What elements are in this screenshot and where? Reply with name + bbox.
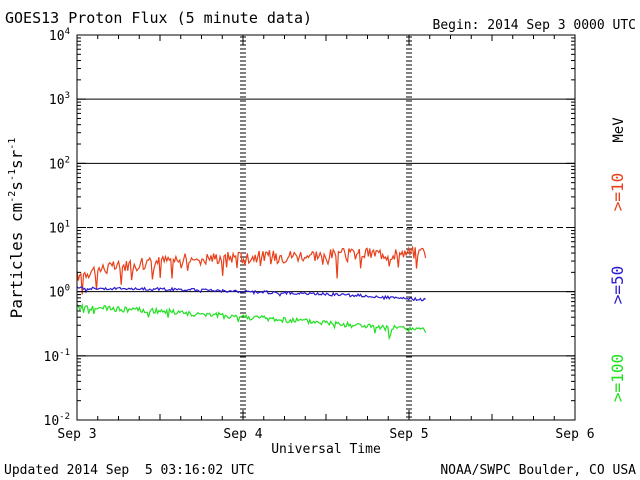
y-tick-label-2: 102 bbox=[49, 155, 70, 172]
y-label-exp-2: -1 bbox=[7, 169, 18, 181]
x-axis-label: Universal Time bbox=[271, 442, 381, 457]
footer-updated: Updated 2014 Sep 5 03:16:02 UTC bbox=[4, 463, 254, 478]
series-group bbox=[76, 245, 427, 341]
energy-unit-label: MeV bbox=[611, 117, 627, 143]
y-label-main: Particles cm bbox=[7, 203, 26, 319]
x-tick-label-3: Sep 6 bbox=[555, 427, 594, 442]
x-axis-ticks: Sep 3 Sep 4 Sep 5 Sep 6 bbox=[57, 35, 595, 442]
y-tick-label-0: 104 bbox=[49, 27, 70, 44]
series-line-1 bbox=[76, 286, 426, 302]
begin-label: Begin: 2014 Sep 3 0000 UTC bbox=[433, 18, 637, 33]
x-tick-label-1: Sep 4 bbox=[223, 427, 262, 442]
y-tick-label-4: 100 bbox=[49, 284, 70, 301]
y-tick-label-1: 103 bbox=[49, 91, 70, 108]
day-markers bbox=[240, 36, 412, 418]
x-tick-label-2: Sep 5 bbox=[389, 427, 428, 442]
y-label-unit-sr: sr bbox=[7, 149, 26, 169]
y-tick-label-3: 101 bbox=[49, 220, 70, 237]
y-label-exp-3: -1 bbox=[7, 138, 18, 150]
x-tick-label-0: Sep 3 bbox=[57, 427, 96, 442]
y-label-exp-1: -2 bbox=[7, 191, 18, 203]
y-axis-ticks: 104 103 102 101 100 10-1 10-2 bbox=[44, 27, 575, 429]
legend-entry-10mev: >=10 bbox=[608, 173, 627, 212]
y-tick-label-5: 10-1 bbox=[44, 348, 71, 365]
y-axis-label: Particles cm-2s-1sr-1 bbox=[7, 138, 26, 319]
footer-credit: NOAA/SWPC Boulder, CO USA bbox=[440, 463, 636, 478]
series-line-0 bbox=[76, 245, 427, 295]
series-line-2 bbox=[76, 302, 427, 341]
y-label-unit-s: s bbox=[7, 181, 26, 191]
y-tick-label-6: 10-2 bbox=[44, 412, 71, 429]
grid-lines bbox=[77, 98, 575, 357]
legend-entry-100mev: >=100 bbox=[608, 354, 627, 402]
chart-title: GOES13 Proton Flux (5 minute data) bbox=[5, 9, 312, 27]
legend-entry-50mev: >=50 bbox=[608, 266, 627, 305]
